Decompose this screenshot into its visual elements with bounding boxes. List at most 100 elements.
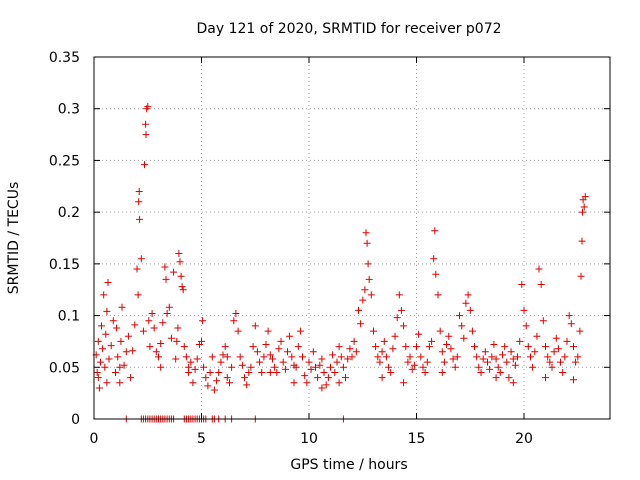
data-point bbox=[187, 358, 195, 366]
data-point bbox=[204, 382, 212, 390]
data-point bbox=[112, 369, 119, 376]
grid-lines bbox=[94, 57, 610, 419]
data-point bbox=[309, 348, 317, 356]
y-tick-label: 0.05 bbox=[49, 360, 80, 376]
data-point bbox=[378, 348, 386, 356]
data-point bbox=[301, 372, 309, 380]
data-point bbox=[230, 317, 238, 325]
y-tick-label: 0.25 bbox=[49, 153, 80, 169]
data-point bbox=[100, 291, 108, 299]
data-point bbox=[574, 353, 582, 361]
data-point bbox=[376, 358, 384, 366]
y-tick-label: 0.3 bbox=[58, 102, 80, 118]
y-axis-label: SRMTID / TECUs bbox=[6, 182, 22, 295]
data-point bbox=[337, 353, 345, 361]
data-point bbox=[397, 306, 405, 314]
data-point bbox=[185, 369, 193, 376]
data-point bbox=[271, 363, 279, 371]
data-point bbox=[561, 353, 569, 361]
data-point bbox=[456, 312, 463, 320]
data-point bbox=[404, 358, 412, 366]
data-point bbox=[305, 358, 313, 366]
data-point bbox=[256, 358, 264, 366]
data-point bbox=[554, 345, 562, 353]
data-point bbox=[163, 310, 171, 317]
data-point bbox=[322, 381, 330, 389]
data-point bbox=[134, 291, 142, 299]
data-point bbox=[453, 353, 461, 361]
data-point bbox=[103, 307, 111, 315]
data-point bbox=[142, 131, 150, 139]
data-point bbox=[107, 342, 115, 350]
data-point bbox=[475, 363, 483, 371]
x-tick-label: 10 bbox=[300, 431, 318, 447]
data-point bbox=[346, 345, 354, 353]
data-point bbox=[104, 279, 112, 286]
data-point bbox=[531, 348, 539, 356]
data-point bbox=[102, 330, 110, 338]
data-point bbox=[312, 363, 319, 371]
data-point bbox=[174, 324, 182, 332]
axis-ticks bbox=[93, 56, 610, 420]
data-point bbox=[464, 291, 472, 299]
data-point bbox=[546, 358, 554, 366]
data-point bbox=[331, 369, 339, 376]
data-point bbox=[251, 322, 259, 330]
data-point bbox=[335, 343, 343, 351]
data-point bbox=[389, 345, 397, 353]
data-point bbox=[148, 310, 156, 317]
data-point bbox=[99, 345, 107, 353]
data-point bbox=[357, 320, 365, 328]
data-point bbox=[471, 343, 478, 351]
data-point bbox=[249, 343, 257, 351]
data-point bbox=[499, 351, 506, 359]
data-point bbox=[199, 317, 207, 325]
data-point bbox=[503, 358, 511, 366]
data-point bbox=[395, 291, 403, 299]
data-point bbox=[189, 379, 197, 387]
data-point bbox=[167, 334, 175, 342]
data-point bbox=[443, 341, 451, 348]
data-point bbox=[213, 377, 221, 385]
data-point bbox=[544, 353, 552, 361]
data-point bbox=[355, 306, 362, 314]
data-point bbox=[333, 358, 341, 366]
data-point bbox=[105, 355, 113, 363]
data-point bbox=[221, 343, 229, 351]
data-point bbox=[413, 343, 420, 351]
data-point bbox=[284, 348, 291, 356]
data-point bbox=[496, 369, 504, 376]
data-point bbox=[563, 337, 571, 345]
data-point bbox=[245, 369, 253, 376]
data-point bbox=[518, 281, 526, 288]
data-point bbox=[492, 374, 500, 382]
data-point bbox=[173, 337, 181, 345]
data-point bbox=[479, 355, 487, 363]
data-point bbox=[490, 341, 498, 348]
data-point bbox=[290, 379, 298, 387]
data-point bbox=[133, 265, 141, 273]
data-point bbox=[570, 376, 577, 384]
data-point bbox=[103, 379, 111, 387]
data-point bbox=[219, 351, 227, 359]
data-point bbox=[365, 275, 373, 283]
data-point bbox=[141, 161, 148, 169]
data-point bbox=[193, 355, 201, 363]
data-point bbox=[382, 353, 390, 361]
data-point bbox=[206, 369, 214, 376]
data-point bbox=[372, 343, 380, 351]
data-point bbox=[367, 291, 375, 299]
data-point bbox=[415, 330, 423, 338]
data-point bbox=[466, 306, 474, 314]
data-point bbox=[226, 379, 233, 387]
data-point bbox=[542, 374, 549, 382]
data-point bbox=[281, 365, 289, 373]
data-point bbox=[425, 343, 433, 351]
data-point bbox=[484, 358, 491, 366]
data-point bbox=[486, 365, 494, 373]
y-tick-label: 0 bbox=[71, 412, 80, 428]
data-point bbox=[150, 324, 158, 332]
data-point bbox=[548, 363, 556, 371]
data-point bbox=[232, 310, 240, 317]
